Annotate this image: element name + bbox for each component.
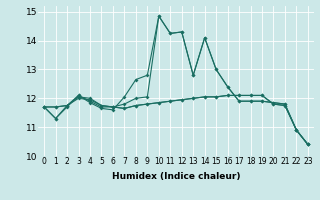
X-axis label: Humidex (Indice chaleur): Humidex (Indice chaleur): [112, 172, 240, 181]
